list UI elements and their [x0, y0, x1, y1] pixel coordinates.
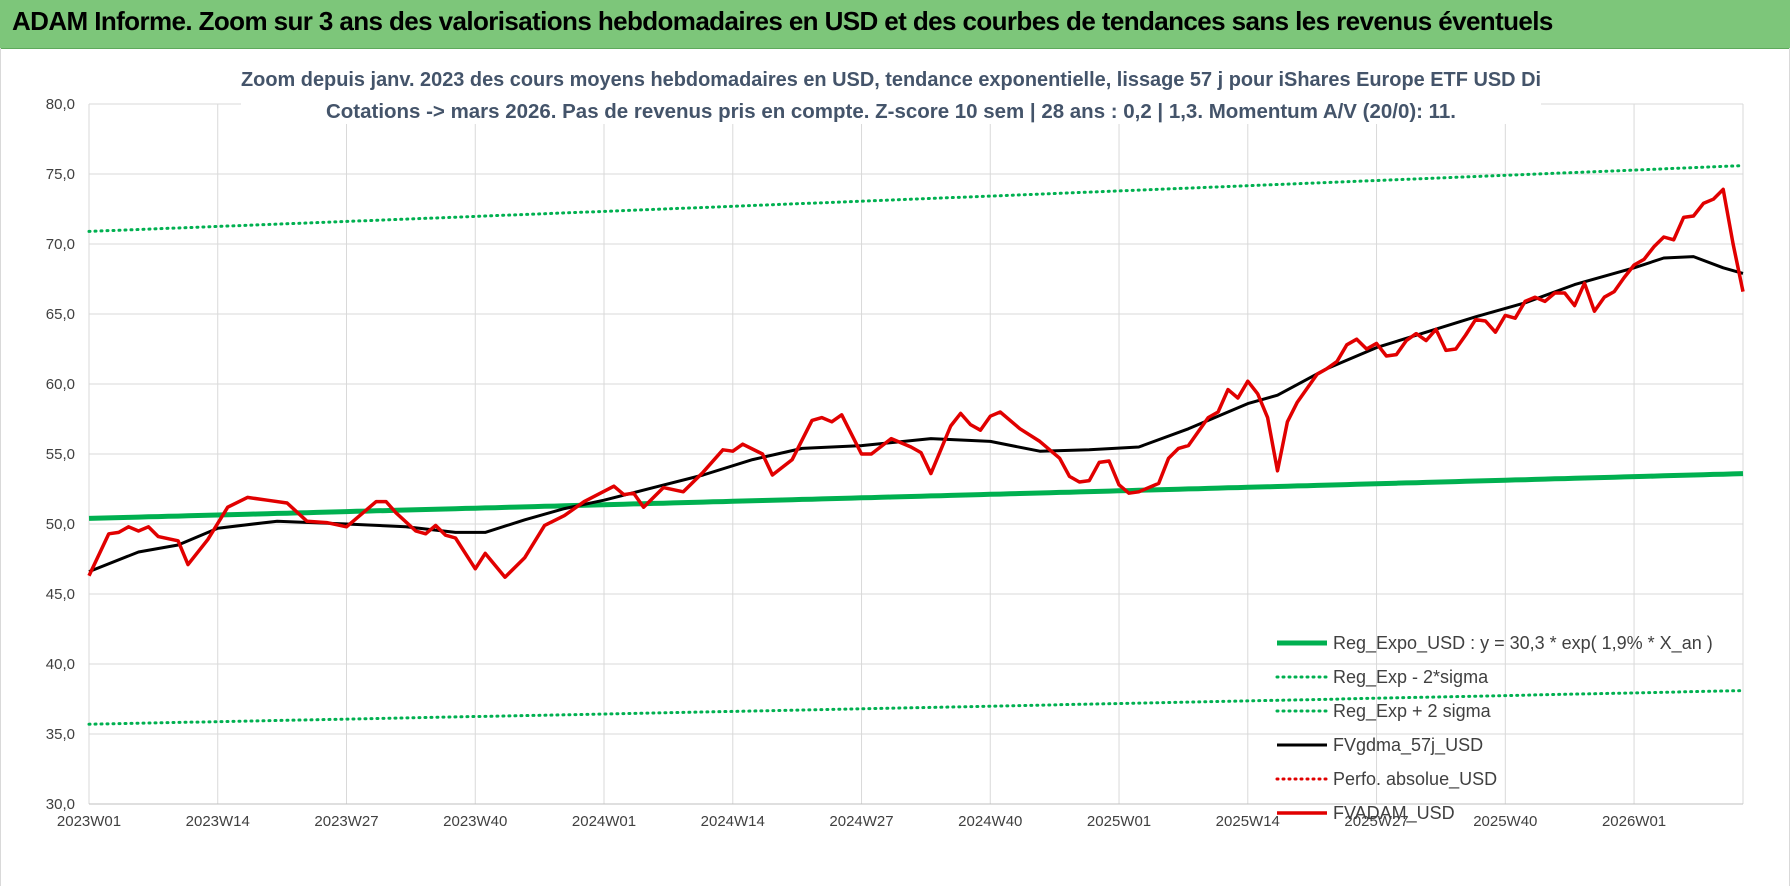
y-tick-label: 45,0: [46, 586, 75, 603]
y-tick-label: 30,0: [46, 796, 75, 813]
report-title: ADAM Informe. Zoom sur 3 ans des valoris…: [12, 6, 1553, 36]
legend-label: FVADAM_USD: [1333, 803, 1455, 824]
y-tick-label: 40,0: [46, 656, 75, 673]
legend-label: Perfo. absolue_USD: [1333, 769, 1497, 790]
series-line-1: [87, 689, 1745, 726]
legend-label: Reg_Expo_USD : y = 30,3 * exp( 1,9% * X_…: [1333, 633, 1713, 654]
x-tick-label: 2024W14: [701, 813, 765, 830]
x-tick-label: 2024W27: [829, 813, 893, 830]
x-tick-label: 2023W40: [443, 813, 507, 830]
y-tick-label: 80,0: [46, 96, 75, 113]
series-line-0: [88, 471, 1744, 521]
series-layer: [87, 164, 1745, 726]
series-line-2: [87, 164, 1745, 233]
y-tick-label: 55,0: [46, 446, 75, 463]
legend-label: Reg_Exp - 2*sigma: [1333, 667, 1489, 688]
legend: Reg_Expo_USD : y = 30,3 * exp( 1,9% * X_…: [1269, 623, 1735, 833]
x-tick-label: 2023W27: [314, 813, 378, 830]
chart-subtitle: Cotations -> mars 2026. Pas de revenus p…: [326, 101, 1456, 123]
legend-label: FVgdma_57j_USD: [1333, 735, 1483, 756]
y-tick-label: 75,0: [46, 166, 75, 183]
y-tick-label: 60,0: [46, 376, 75, 393]
x-tick-label: 2023W14: [186, 813, 250, 830]
x-tick-label: 2025W14: [1216, 813, 1280, 830]
x-tick-label: 2023W01: [57, 813, 121, 830]
report-banner: ADAM Informe. Zoom sur 3 ans des valoris…: [0, 0, 1790, 49]
x-tick-label: 2024W40: [958, 813, 1022, 830]
axis-labels: 30,0 35,0 40,0 45,0 50,0 55,0 60,0 65,0 70,0 75,0…: [46, 96, 1666, 830]
x-tick-label: 2025W27: [1344, 813, 1408, 830]
x-tick-label: 2025W40: [1473, 813, 1537, 830]
y-tick-label: 70,0: [46, 236, 75, 253]
y-tick-label: 50,0: [46, 516, 75, 533]
legend-box: [1269, 623, 1735, 833]
y-tick-label: 65,0: [46, 306, 75, 323]
y-tick-label: 35,0: [46, 726, 75, 743]
chart-title: Zoom depuis janv. 2023 des cours moyens …: [241, 69, 1541, 91]
series-line-5: [87, 187, 1745, 579]
x-tick-label: 2024W01: [572, 813, 636, 830]
title-box: [241, 60, 1541, 124]
x-tick-label: 2026W01: [1602, 813, 1666, 830]
legend-label: Reg_Exp + 2 sigma: [1333, 701, 1492, 722]
line-chart: 30,0 35,0 40,0 45,0 50,0 55,0 60,0 65,0 70,0 75,0…: [46, 60, 1745, 833]
chart-area: 30,0 35,0 40,0 45,0 50,0 55,0 60,0 65,0 70,0 75,0…: [0, 48, 1790, 886]
x-tick-label: 2025W01: [1087, 813, 1151, 830]
